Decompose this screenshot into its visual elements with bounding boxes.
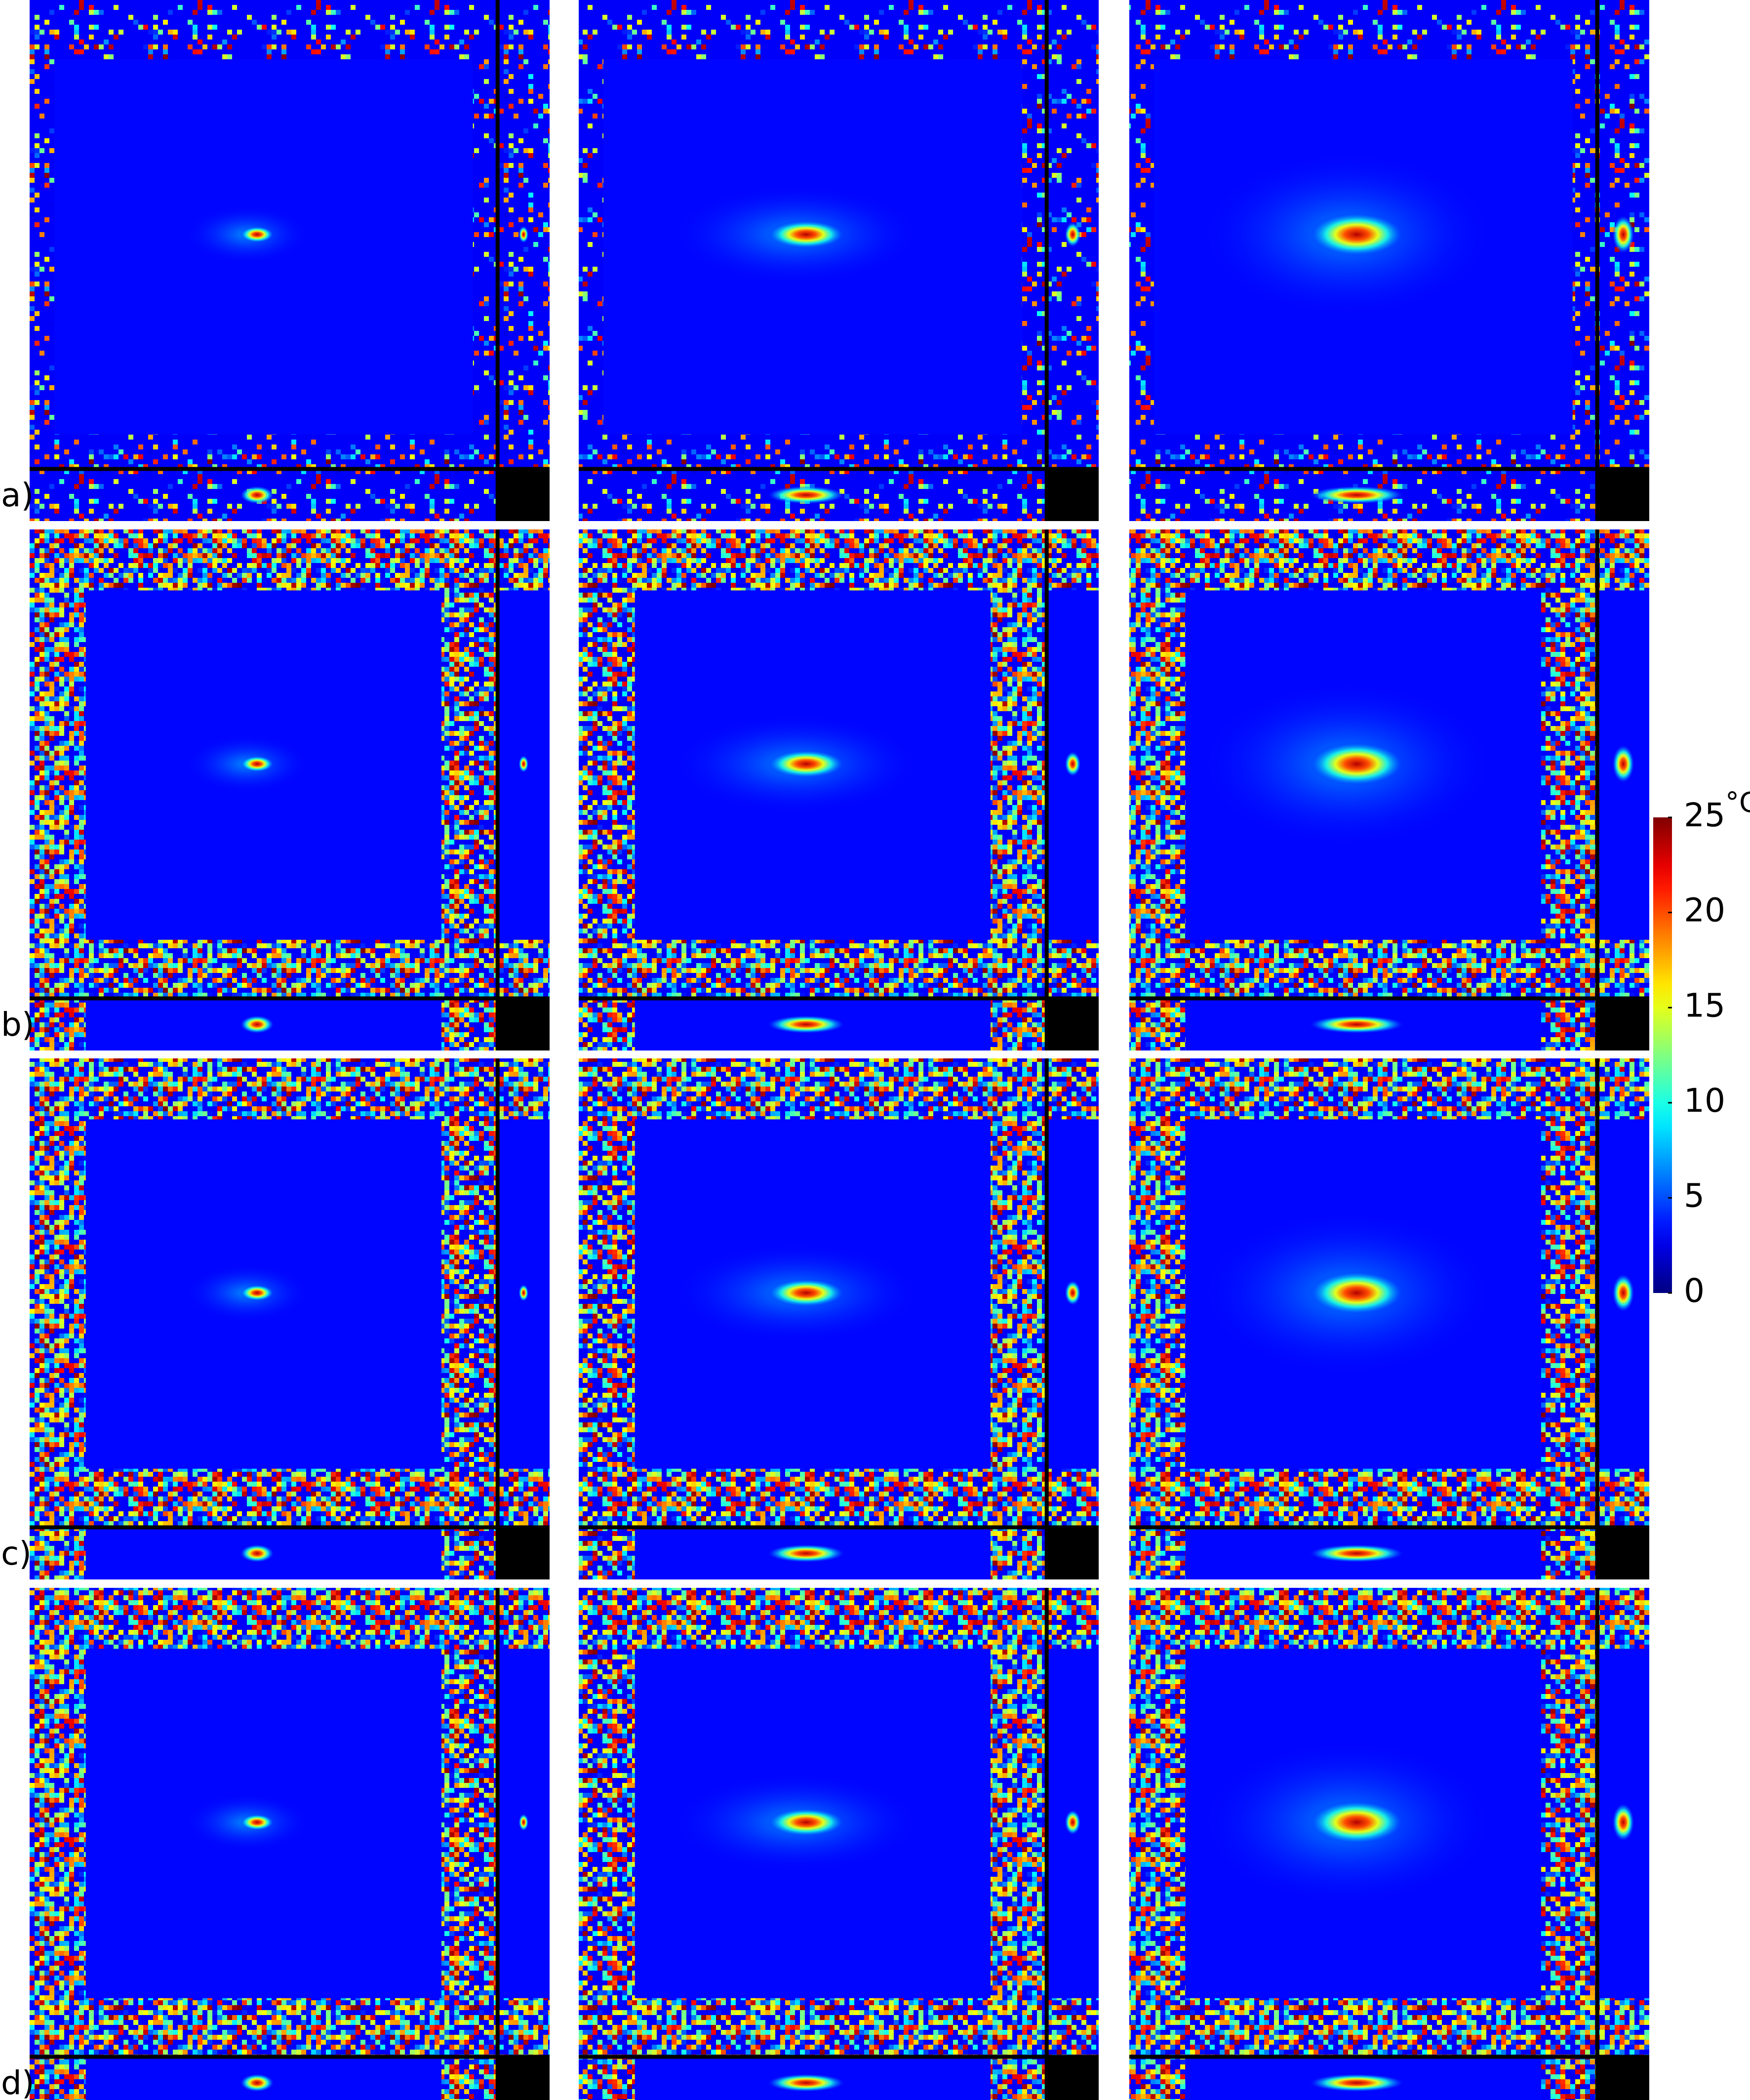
side-hotspot	[518, 1814, 529, 1831]
colorbar-tick-label: 20	[1684, 891, 1725, 929]
corner-block	[497, 469, 550, 521]
divider-vertical	[495, 1588, 500, 2100]
side-hotspot	[518, 226, 529, 243]
bottom-hotspot	[240, 1015, 274, 1034]
bottom-hotspot	[240, 486, 274, 504]
divider-vertical	[1044, 1058, 1049, 1579]
divider-horizontal	[579, 1525, 1099, 1530]
hotspot	[1310, 212, 1404, 256]
colorbar-tick-label: 5	[1684, 1176, 1705, 1214]
bottom-hotspot	[1310, 1544, 1404, 1563]
divider-horizontal	[1129, 996, 1649, 1001]
divider-horizontal	[579, 996, 1099, 1001]
bottom-hotspot	[240, 1544, 274, 1563]
corner-block	[497, 998, 550, 1050]
hotspot	[240, 226, 274, 243]
heatmap-panel	[1129, 1058, 1649, 1579]
panel-label: d)	[1, 2064, 35, 2100]
hotspot	[240, 756, 274, 772]
divider-horizontal	[30, 996, 550, 1001]
colorbar-tick-label: 25	[1684, 796, 1725, 834]
corner-block	[1046, 998, 1099, 1050]
hotspot	[767, 1808, 845, 1837]
hotspot	[1310, 1271, 1404, 1315]
corner-block	[1046, 1527, 1099, 1579]
colorbar-unit: °C	[1725, 787, 1750, 819]
side-hotspot	[1612, 1803, 1634, 1841]
hotspot	[240, 1285, 274, 1301]
divider-vertical	[495, 529, 500, 1050]
bottom-hotspot	[1310, 1015, 1404, 1034]
heatmap-panel	[1129, 1588, 1649, 2100]
divider-vertical	[495, 1058, 500, 1579]
side-hotspot	[518, 755, 529, 772]
hotspot	[1310, 742, 1404, 786]
bottom-hotspot	[767, 2074, 845, 2092]
panel-label: c)	[1, 1535, 32, 1573]
panel-label: a)	[1, 476, 34, 514]
side-hotspot	[1065, 1810, 1081, 1835]
divider-horizontal	[579, 2055, 1099, 2059]
side-hotspot	[1065, 751, 1081, 776]
side-hotspot	[1612, 215, 1634, 253]
heatmap-panel	[579, 0, 1099, 521]
hotspot	[1310, 1800, 1404, 1844]
corner-block	[1046, 2057, 1099, 2100]
colorbar-tick-label: 0	[1684, 1272, 1705, 1310]
divider-vertical	[495, 0, 500, 521]
divider-horizontal	[30, 2055, 550, 2059]
corner-block	[1046, 469, 1099, 521]
corner-block	[497, 1527, 550, 1579]
corner-block	[1597, 998, 1649, 1050]
side-hotspot	[1065, 222, 1081, 247]
bottom-hotspot	[240, 2074, 274, 2092]
heatmap-panel	[30, 529, 550, 1050]
corner-block	[1597, 2057, 1649, 2100]
bottom-hotspot	[767, 486, 845, 504]
divider-horizontal	[30, 1525, 550, 1530]
heatmap-panel	[30, 0, 550, 521]
bottom-hotspot	[1310, 486, 1404, 504]
bottom-hotspot	[1310, 2074, 1404, 2092]
divider-vertical	[1044, 529, 1049, 1050]
heatmap-panel	[1129, 529, 1649, 1050]
colorbar	[1653, 817, 1672, 1293]
side-hotspot	[1612, 745, 1634, 783]
heatmap-panel	[30, 1588, 550, 2100]
corner-block	[1597, 469, 1649, 521]
hotspot	[240, 1814, 274, 1831]
heatmap-panel	[579, 1588, 1099, 2100]
divider-vertical	[1595, 1588, 1599, 2100]
hotspot	[767, 750, 845, 778]
divider-horizontal	[1129, 467, 1649, 471]
corner-block	[497, 2057, 550, 2100]
bottom-hotspot	[767, 1544, 845, 1563]
heatmap-panel	[1129, 0, 1649, 521]
divider-horizontal	[579, 467, 1099, 471]
heatmap-panel	[30, 1058, 550, 1579]
colorbar-tick-label: 10	[1684, 1082, 1725, 1120]
divider-vertical	[1595, 1058, 1599, 1579]
divider-horizontal	[30, 467, 550, 471]
panel-label: b)	[1, 1006, 35, 1044]
hotspot	[767, 220, 845, 249]
side-hotspot	[1612, 1274, 1634, 1312]
divider-horizontal	[1129, 1525, 1649, 1530]
divider-vertical	[1044, 0, 1049, 521]
divider-vertical	[1595, 529, 1599, 1050]
heatmap-panel	[579, 1058, 1099, 1579]
side-hotspot	[1065, 1280, 1081, 1305]
divider-vertical	[1595, 0, 1599, 521]
side-hotspot	[518, 1284, 529, 1301]
heatmap-panel	[579, 529, 1099, 1050]
colorbar-tick-label: 15	[1684, 986, 1725, 1024]
divider-vertical	[1044, 1588, 1049, 2100]
hotspot	[767, 1279, 845, 1307]
corner-block	[1597, 1527, 1649, 1579]
divider-horizontal	[1129, 2055, 1649, 2059]
bottom-hotspot	[767, 1015, 845, 1034]
